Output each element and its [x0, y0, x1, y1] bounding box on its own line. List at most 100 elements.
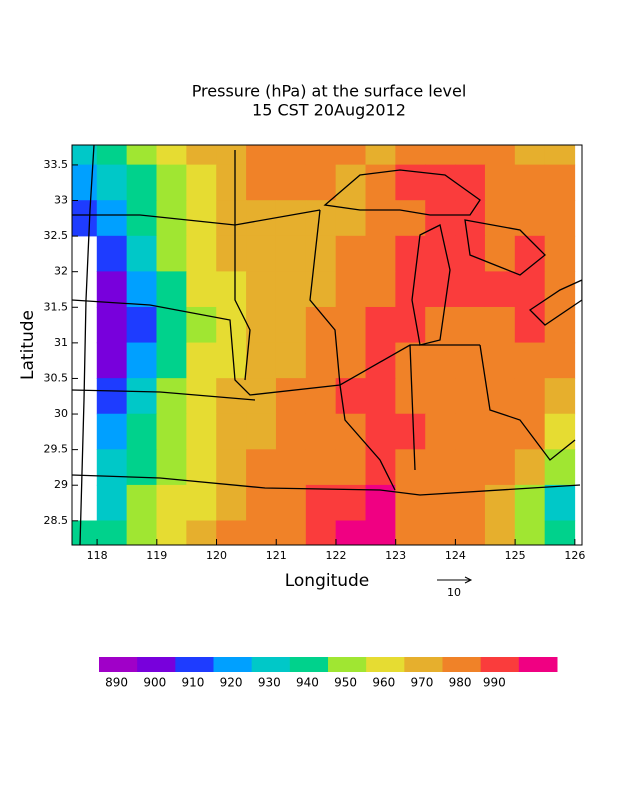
pressure-cell [72, 164, 98, 201]
pressure-cell [96, 342, 128, 379]
pressure-cell [305, 342, 337, 379]
pressure-cell [96, 145, 128, 166]
pressure-cell [305, 378, 337, 415]
vector-key: 10 [437, 576, 473, 599]
pressure-cell [395, 449, 426, 486]
pressure-cell [246, 306, 277, 344]
pressure-cell [156, 145, 187, 166]
pressure-cell [96, 235, 128, 272]
pressure-cell [455, 413, 486, 450]
pressure-cell [514, 378, 546, 415]
pressure-cell [395, 413, 426, 450]
y-tick-label: 28.5 [44, 514, 69, 527]
lake [464, 219, 546, 276]
pressure-cell [335, 449, 367, 486]
pressure-cell [275, 200, 307, 237]
pressure-cell [544, 520, 576, 545]
pressure-cell [365, 235, 396, 272]
pressure-cell [275, 235, 307, 272]
colorbar-box [251, 657, 291, 672]
pressure-cell [186, 200, 217, 237]
colorbar-label: 940 [296, 676, 319, 690]
pressure-cell [305, 164, 337, 201]
x-tick-label: 120 [206, 549, 227, 562]
pressure-cell [275, 145, 307, 166]
pressure-cell [126, 164, 158, 201]
pressure-cell [156, 484, 187, 522]
pressure-cell [514, 342, 546, 379]
pressure-cell [246, 164, 277, 201]
border [79, 145, 95, 545]
colorbar: 890 900 910 920 930 940 950 960 970 980 990 [99, 657, 558, 690]
colorbar-label: 950 [334, 676, 357, 690]
pressure-cell [186, 449, 217, 486]
pressure-cell [72, 145, 98, 166]
pressure-cell [484, 342, 516, 379]
pressure-cell [544, 378, 576, 415]
x-tick-label: 118 [87, 549, 108, 562]
pressure-cell [275, 271, 307, 308]
pressure-cell [335, 306, 367, 344]
colorbar-box [137, 657, 176, 672]
pressure-cell [425, 484, 456, 522]
pressure-cell [335, 145, 367, 166]
colorbar-label: 920 [220, 676, 243, 690]
pressure-cell [275, 342, 307, 379]
pressure-cell [395, 484, 426, 522]
x-tick-label: 124 [445, 549, 466, 562]
pressure-cell [544, 306, 576, 344]
x-tick-label: 122 [325, 549, 346, 562]
pressure-cell [186, 164, 217, 201]
pressure-cell [455, 145, 486, 166]
pressure-cell [335, 520, 367, 545]
pressure-cell [305, 413, 337, 450]
pressure-cell [484, 306, 516, 344]
pressure-cell [126, 378, 158, 415]
pressure-cell [305, 449, 337, 486]
pressure-cell [514, 306, 546, 344]
pressure-cell [544, 449, 576, 486]
pressure-cell [455, 306, 486, 344]
pressure-cell [425, 378, 456, 415]
pressure-cell [365, 413, 396, 450]
colorbar-box [442, 657, 482, 672]
x-axis-label: Longitude [285, 571, 370, 591]
pressure-cell [275, 484, 307, 522]
pressure-cell [425, 200, 456, 237]
pressure-cell [544, 484, 576, 522]
pressure-cell [305, 520, 337, 545]
pressure-cell [335, 235, 367, 272]
x-tick-label: 125 [505, 549, 526, 562]
colorbar-box [289, 657, 329, 672]
pressure-cell [126, 342, 158, 379]
pressure-cell [156, 520, 187, 545]
pressure-cell [96, 413, 128, 450]
pressure-cell [156, 164, 187, 201]
pressure-cell [425, 164, 456, 201]
pressure-cell [425, 342, 456, 379]
pressure-cell [395, 145, 426, 166]
y-tick-label: 29 [54, 478, 68, 491]
chart-title: Pressure (hPa) at the surface level [192, 82, 467, 101]
colorbar-box [366, 657, 405, 672]
pressure-cell [484, 164, 516, 201]
pressure-cell [425, 145, 456, 166]
y-tick-label: 30 [54, 407, 68, 420]
pressure-cell [484, 520, 516, 545]
colorbar-label: 900 [143, 676, 166, 690]
border [409, 344, 416, 471]
pressure-cell [335, 200, 367, 237]
x-tick-label: 126 [564, 549, 585, 562]
pressure-cell [365, 164, 396, 201]
pressure-cell [365, 271, 396, 308]
pressure-cell [216, 449, 247, 486]
pressure-cell [126, 235, 158, 272]
colorbar-label: 980 [449, 676, 472, 690]
colorbar-label: 930 [258, 676, 281, 690]
pressure-cell [425, 413, 456, 450]
pressure-cell [544, 413, 576, 450]
x-tick-label: 121 [266, 549, 287, 562]
pressure-cell [275, 449, 307, 486]
pressure-cell [395, 378, 426, 415]
pressure-cell [96, 306, 128, 344]
